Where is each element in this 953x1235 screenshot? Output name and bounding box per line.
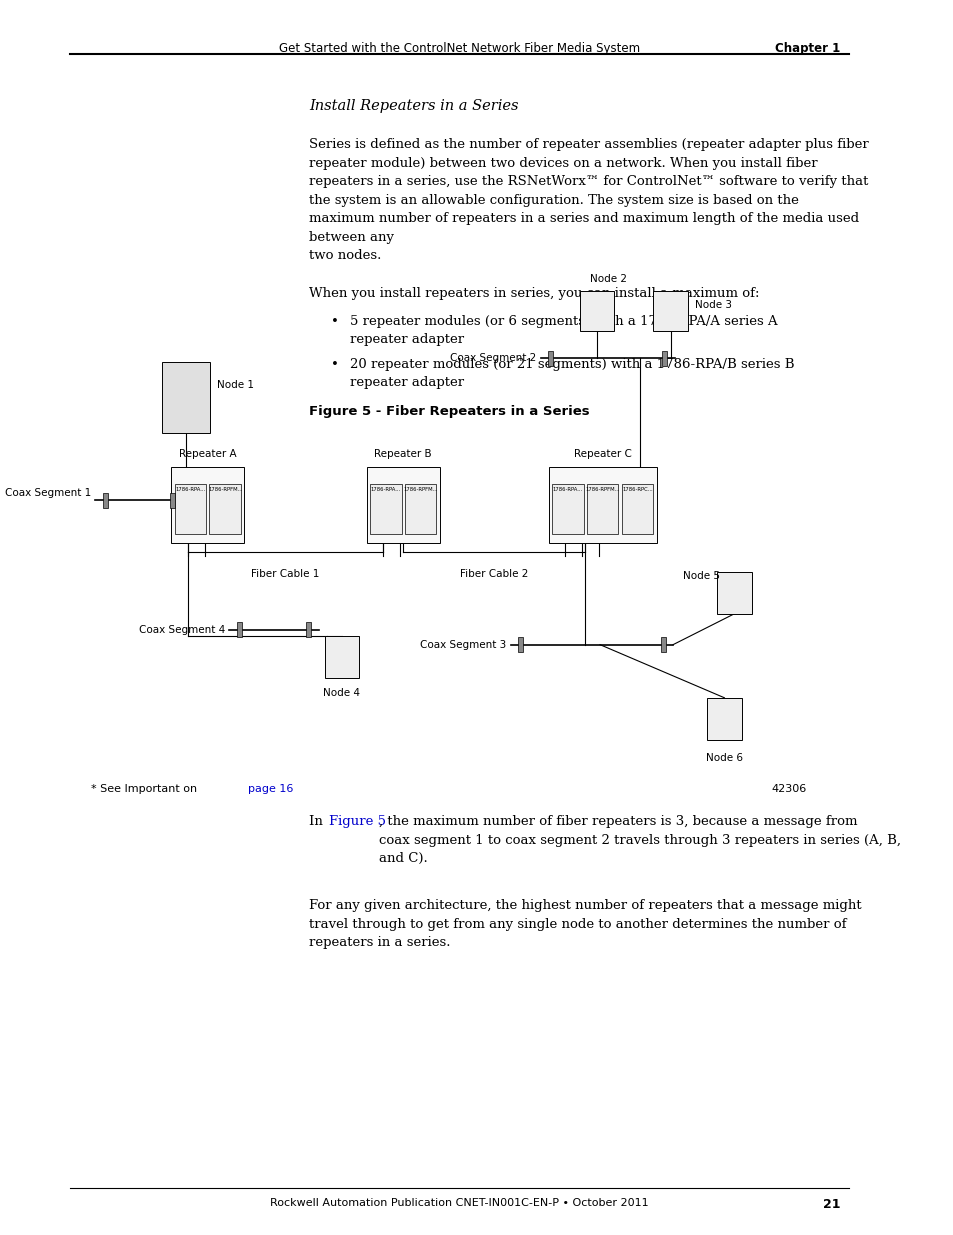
Text: In: In bbox=[309, 815, 327, 829]
Bar bbox=[547, 351, 553, 366]
Text: Fiber Cable 1: Fiber Cable 1 bbox=[252, 569, 319, 579]
Text: Coax Segment 3: Coax Segment 3 bbox=[420, 640, 506, 650]
Text: Node 6: Node 6 bbox=[705, 753, 742, 763]
Bar bbox=[404, 484, 436, 534]
Bar bbox=[170, 493, 174, 508]
Text: Install Repeaters in a Series: Install Repeaters in a Series bbox=[309, 99, 517, 112]
Bar bbox=[172, 467, 244, 543]
Bar bbox=[706, 698, 741, 740]
Text: 1786-RPA...: 1786-RPA... bbox=[175, 487, 205, 492]
Text: 1786-RPC...: 1786-RPC... bbox=[621, 487, 652, 492]
Text: •: • bbox=[331, 315, 338, 329]
Bar bbox=[578, 291, 614, 331]
Text: Fiber Cable 2: Fiber Cable 2 bbox=[459, 569, 528, 579]
Bar bbox=[548, 467, 656, 543]
Bar bbox=[174, 484, 206, 534]
Bar bbox=[370, 484, 401, 534]
Text: , the maximum number of fiber repeaters is 3, because a message from
coax segmen: , the maximum number of fiber repeaters … bbox=[378, 815, 901, 864]
Text: Repeater C: Repeater C bbox=[573, 450, 631, 459]
Text: Repeater B: Repeater B bbox=[374, 450, 432, 459]
Text: 5 repeater modules (or 6 segments) with a 1786-RPA/A series A
repeater adapter: 5 repeater modules (or 6 segments) with … bbox=[350, 315, 777, 346]
Bar bbox=[586, 484, 618, 534]
Bar bbox=[653, 291, 687, 331]
Text: * See Important on: * See Important on bbox=[91, 784, 200, 794]
Text: 42306: 42306 bbox=[771, 784, 806, 794]
Text: 21: 21 bbox=[821, 1198, 840, 1212]
Bar bbox=[162, 362, 210, 433]
Bar bbox=[661, 351, 666, 366]
Text: Coax Segment 4: Coax Segment 4 bbox=[139, 625, 225, 635]
Bar bbox=[552, 484, 583, 534]
Bar bbox=[103, 493, 108, 508]
Text: When you install repeaters in series, you can install a maximum of:: When you install repeaters in series, yo… bbox=[309, 287, 759, 300]
Text: Node 1: Node 1 bbox=[216, 380, 253, 390]
Text: Figure 5: Figure 5 bbox=[329, 815, 385, 829]
Bar bbox=[236, 622, 241, 637]
Text: •: • bbox=[331, 358, 338, 372]
Bar bbox=[621, 484, 653, 534]
Text: 1786-RPA...: 1786-RPA... bbox=[371, 487, 400, 492]
Text: Figure 5 - Fiber Repeaters in a Series: Figure 5 - Fiber Repeaters in a Series bbox=[309, 405, 589, 419]
Bar bbox=[210, 484, 241, 534]
Bar bbox=[717, 572, 751, 614]
Text: 1786-RPFM...: 1786-RPFM... bbox=[208, 487, 242, 492]
Text: Coax Segment 1: Coax Segment 1 bbox=[5, 488, 91, 498]
Text: Rockwell Automation Publication CNET-IN001C-EN-P • October 2011: Rockwell Automation Publication CNET-IN0… bbox=[270, 1198, 648, 1208]
Text: Chapter 1: Chapter 1 bbox=[774, 42, 840, 56]
Text: Node 5: Node 5 bbox=[682, 571, 720, 580]
Bar bbox=[306, 622, 311, 637]
Text: Coax Segment 2: Coax Segment 2 bbox=[450, 353, 536, 363]
Bar bbox=[660, 637, 665, 652]
Bar bbox=[517, 637, 522, 652]
Text: For any given architecture, the highest number of repeaters that a message might: For any given architecture, the highest … bbox=[309, 899, 861, 948]
Text: Node 4: Node 4 bbox=[323, 688, 360, 698]
Text: Node 3: Node 3 bbox=[695, 300, 732, 310]
Bar bbox=[324, 636, 359, 678]
Bar bbox=[366, 467, 439, 543]
Text: page 16: page 16 bbox=[248, 784, 294, 794]
Text: Get Started with the ControlNet Network Fiber Media System: Get Started with the ControlNet Network … bbox=[278, 42, 639, 56]
Text: Series is defined as the number of repeater assemblies (repeater adapter plus fi: Series is defined as the number of repea… bbox=[309, 138, 867, 262]
Text: 1786-RPA...: 1786-RPA... bbox=[553, 487, 582, 492]
Text: Node 2: Node 2 bbox=[590, 274, 627, 284]
Text: Repeater A: Repeater A bbox=[179, 450, 236, 459]
Text: 20 repeater modules (or 21 segments) with a 1786-RPA/B series B
repeater adapter: 20 repeater modules (or 21 segments) wit… bbox=[350, 358, 794, 389]
Text: 1786-RPFM...: 1786-RPFM... bbox=[403, 487, 437, 492]
Text: 1786-RPFM...: 1786-RPFM... bbox=[585, 487, 619, 492]
